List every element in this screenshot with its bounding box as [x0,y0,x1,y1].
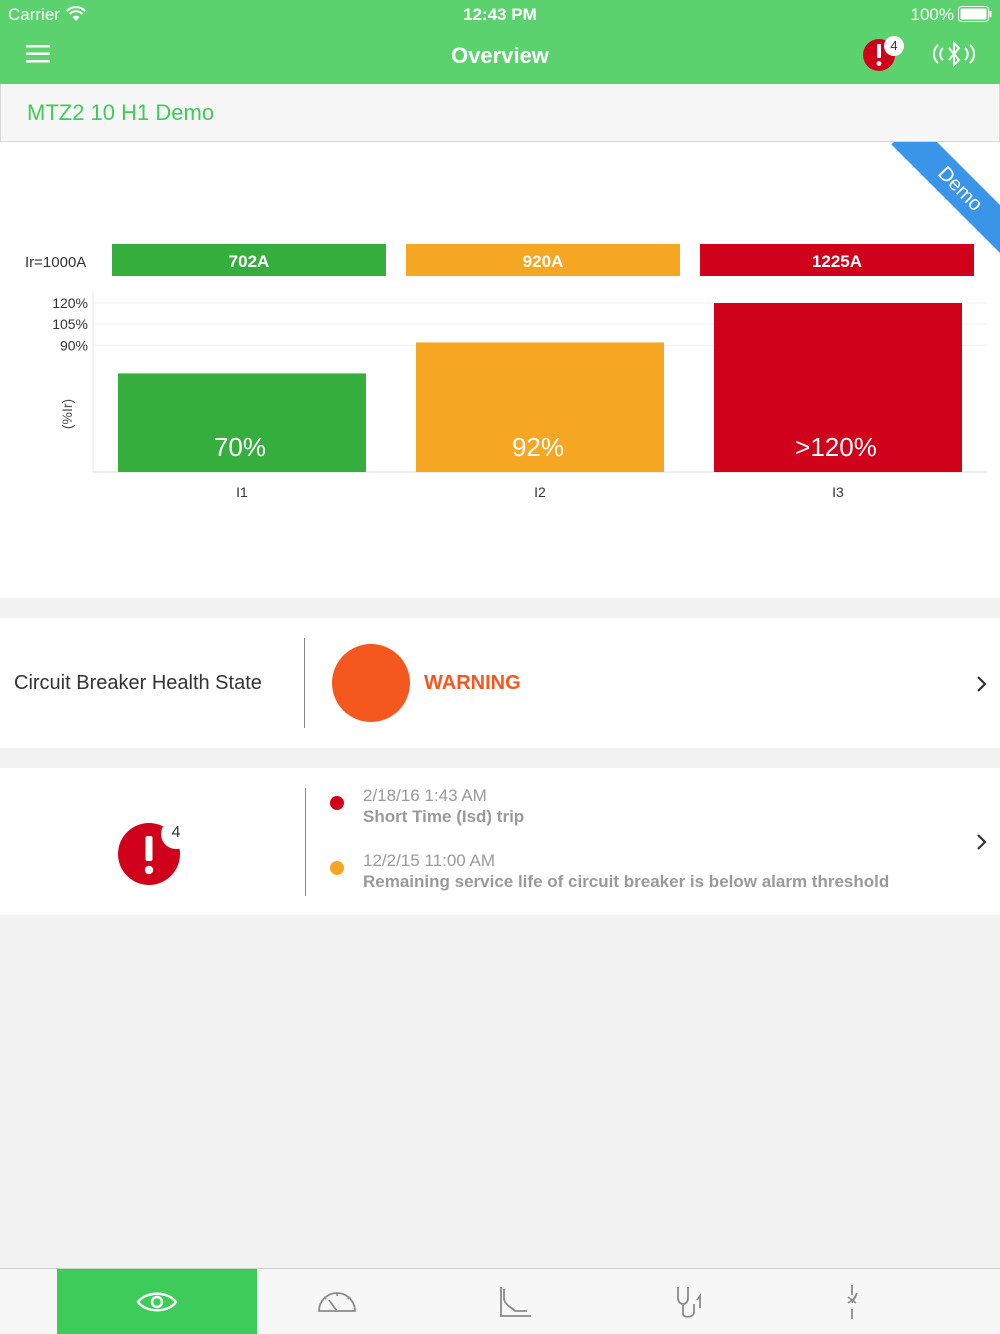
event-description: Short Time (Isd) trip [363,807,525,826]
chevron-right-icon [977,676,987,692]
bar-value-label: 92% [512,432,564,462]
current-chart-card: Demo 120% 105% 90% (%Ir) Ir=1000A 702A 70% I1 92… [0,142,1000,598]
alarm-count-badge: 4 [890,38,898,53]
alarms-button[interactable]: 4 [862,36,908,76]
health-status-text: WARNING [424,672,521,694]
current-header-label: 920A [523,252,564,271]
clock: 12:43 PM [463,5,537,24]
tab-overview[interactable] [57,1269,257,1334]
health-state-card[interactable]: Circuit Breaker Health State WARNING [0,618,1000,748]
y-tick-label: 105% [52,316,88,332]
bluetooth-icon[interactable] [930,40,978,68]
current-header-label: 1225A [812,252,862,271]
battery-icon [958,6,992,22]
event-description: Remaining service life of circuit breake… [363,872,890,891]
alarm-summary: 4 [118,819,192,886]
alarm-icon [118,819,191,885]
bar [118,373,366,472]
current-header [700,244,974,276]
x-tick-label: I1 [236,484,248,500]
stethoscope-icon [677,1287,701,1318]
y-axis-label: (%Ir) [59,399,75,429]
y-tick-label: 120% [52,295,88,311]
bar [416,342,664,472]
carrier-label: Carrier [8,5,60,24]
gauge-icon [318,1292,356,1312]
current-header [406,244,680,276]
tab-breaker[interactable] [752,1269,952,1334]
current-bar-chart: 120% 105% 90% (%Ir) Ir=1000A 702A 70% I1 920A 92%… [25,244,987,500]
health-state-label: Circuit Breaker Health State [14,672,262,694]
page-title: Overview [451,43,549,68]
alarm-icon [863,36,904,71]
current-header-label: 702A [229,252,270,271]
divider [304,638,305,728]
severity-dot [330,796,344,810]
tab-protection-curve[interactable] [415,1269,615,1334]
chevron-right-icon [977,834,987,850]
device-name-bar: MTZ2 10 H1 Demo [0,84,1000,142]
bar-value-label: >120% [795,432,877,462]
tab-metering[interactable] [237,1269,437,1334]
health-status-indicator [332,644,410,722]
event-date: 12/2/15 11:00 AM [363,851,496,870]
bottom-tab-bar [0,1268,1000,1334]
wifi-icon [66,6,86,21]
current-header [112,244,386,276]
x-tick-label: I2 [534,484,546,500]
alarms-card[interactable]: 4 2/18/16 1:43 AM Short Time (Isd) trip … [0,768,1000,915]
tab-diagnostics[interactable] [590,1269,790,1334]
y-tick-label: 90% [60,337,88,353]
divider [305,788,306,896]
switch-icon [847,1285,858,1319]
bar-value-label: 70% [214,432,266,462]
severity-dot [330,861,344,875]
device-name: MTZ2 10 H1 Demo [27,100,215,125]
battery-percent: 100% [910,5,954,24]
app-header: Carrier 12:43 PM 100% Overview 4 [0,0,1000,84]
alarm-count-badge: 4 [171,824,181,841]
eye-icon [136,1292,178,1312]
menu-icon[interactable] [22,42,54,66]
ir-rating-label: Ir=1000A [25,254,86,271]
x-tick-label: I3 [832,484,844,500]
bar [714,303,962,472]
event-date: 2/18/16 1:43 AM [363,786,487,805]
status-bar: Carrier 12:43 PM 100% [0,0,1000,28]
curve-icon [500,1287,531,1317]
